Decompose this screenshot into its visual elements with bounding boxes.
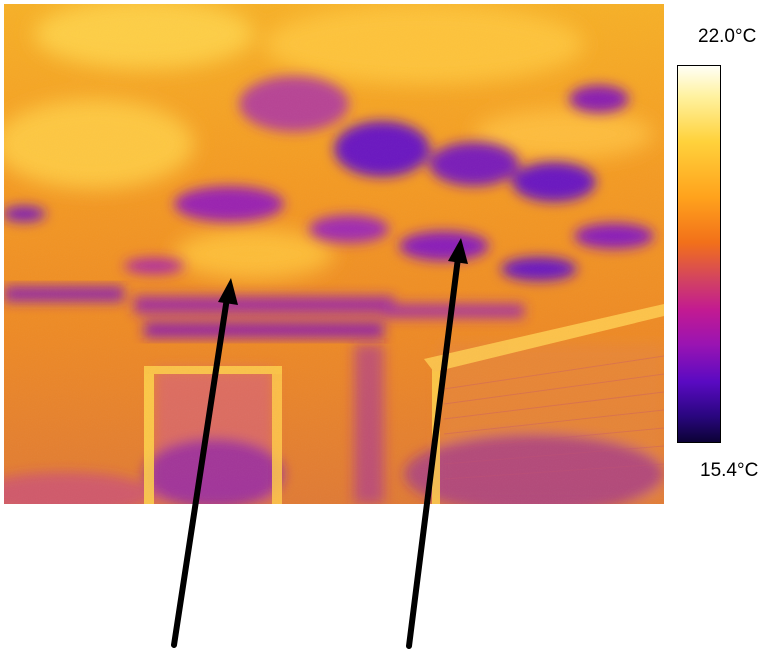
temperature-color-bar (677, 65, 721, 443)
thermal-image (4, 4, 664, 504)
scale-min-label: 15.4°C (700, 460, 759, 481)
scale-max-label: 22.0°C (698, 26, 757, 47)
